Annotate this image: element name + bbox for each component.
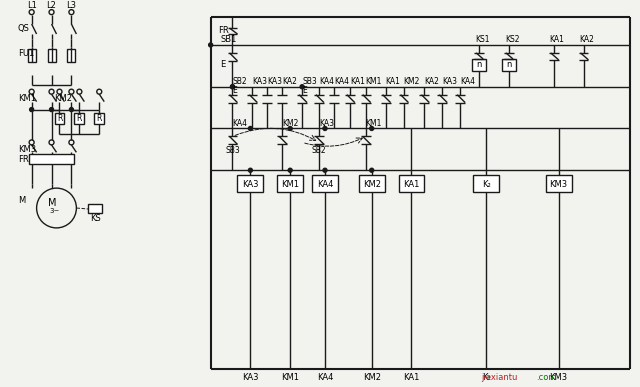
Bar: [502, 59, 516, 71]
Text: SB1: SB1: [221, 36, 237, 45]
Text: .com: .com: [536, 373, 557, 382]
Text: SB3: SB3: [302, 77, 317, 86]
Bar: [359, 175, 385, 192]
Text: R: R: [57, 114, 62, 123]
Bar: [473, 175, 499, 192]
Text: KA3: KA3: [319, 119, 334, 128]
Circle shape: [29, 108, 34, 111]
Text: M: M: [18, 195, 25, 205]
Text: KM2: KM2: [54, 94, 72, 103]
Text: KS: KS: [90, 214, 100, 223]
Text: KA4: KA4: [334, 77, 349, 86]
Text: KM1: KM1: [18, 94, 36, 103]
Text: KA4: KA4: [319, 77, 334, 86]
Bar: [88, 204, 102, 213]
Text: KM1: KM1: [365, 77, 382, 86]
Text: KA4: KA4: [317, 180, 333, 188]
Circle shape: [209, 43, 212, 47]
Circle shape: [300, 85, 304, 89]
Text: L2: L2: [47, 1, 56, 10]
Text: E: E: [302, 86, 307, 95]
Text: KM2: KM2: [282, 119, 299, 128]
Text: KA1: KA1: [550, 36, 564, 45]
Circle shape: [49, 108, 54, 111]
Circle shape: [248, 127, 252, 130]
Text: KA4: KA4: [232, 119, 248, 128]
Text: KM2: KM2: [404, 77, 420, 86]
Text: KS1: KS1: [475, 36, 490, 45]
Text: R: R: [97, 114, 102, 123]
Circle shape: [323, 127, 327, 130]
Bar: [277, 175, 303, 192]
Bar: [67, 49, 76, 62]
Circle shape: [288, 127, 292, 130]
Text: KA2: KA2: [424, 77, 439, 86]
Text: KA2: KA2: [580, 36, 595, 45]
Text: KM3: KM3: [18, 145, 36, 154]
Bar: [399, 175, 424, 192]
Circle shape: [230, 85, 234, 89]
Text: n: n: [476, 60, 482, 69]
Text: KA4: KA4: [460, 77, 476, 86]
Text: KA1: KA1: [350, 77, 365, 86]
Text: KM2: KM2: [363, 180, 381, 188]
Text: KA1: KA1: [386, 77, 401, 86]
Text: E: E: [221, 60, 226, 69]
Bar: [312, 175, 338, 192]
Text: KA4: KA4: [317, 373, 333, 382]
Bar: [546, 175, 572, 192]
Text: KM3: KM3: [550, 373, 568, 382]
Text: KM1: KM1: [365, 119, 382, 128]
Text: KA2: KA2: [282, 77, 297, 86]
Bar: [29, 154, 74, 164]
Text: KA1: KA1: [403, 373, 420, 382]
Text: KA3: KA3: [268, 77, 282, 86]
Text: K₂: K₂: [482, 373, 490, 382]
Circle shape: [69, 108, 74, 111]
Text: jiexiantu: jiexiantu: [481, 373, 517, 382]
Bar: [237, 175, 263, 192]
Circle shape: [323, 168, 327, 172]
Bar: [94, 113, 104, 125]
Text: KA3: KA3: [252, 77, 268, 86]
Text: KM3: KM3: [550, 180, 568, 188]
Text: FR: FR: [219, 26, 229, 34]
Circle shape: [288, 168, 292, 172]
Text: L3: L3: [67, 1, 76, 10]
Text: KM2: KM2: [363, 373, 381, 382]
Bar: [74, 113, 84, 125]
Text: R: R: [77, 114, 82, 123]
Text: FR: FR: [18, 155, 28, 164]
Text: M: M: [48, 198, 57, 208]
Text: KM1: KM1: [281, 373, 299, 382]
Circle shape: [248, 168, 252, 172]
Text: SB3: SB3: [225, 146, 240, 155]
Circle shape: [370, 127, 374, 130]
Circle shape: [370, 168, 374, 172]
Bar: [47, 49, 56, 62]
Text: SB2: SB2: [312, 146, 326, 155]
Text: 3~: 3~: [49, 208, 60, 214]
Text: QS: QS: [18, 24, 29, 33]
Text: KA3: KA3: [242, 373, 259, 382]
Text: E: E: [232, 86, 237, 95]
Text: KS2: KS2: [505, 36, 520, 45]
Circle shape: [230, 85, 234, 89]
Text: n: n: [506, 60, 511, 69]
Text: KA3: KA3: [442, 77, 458, 86]
Text: SB2: SB2: [232, 77, 247, 86]
Text: K₂: K₂: [482, 180, 490, 188]
Text: KA1: KA1: [403, 180, 420, 188]
Text: KA3: KA3: [242, 180, 259, 188]
Text: KM1: KM1: [281, 180, 299, 188]
Text: FU1: FU1: [18, 50, 34, 58]
Bar: [28, 49, 36, 62]
Bar: [472, 59, 486, 71]
Text: L1: L1: [27, 1, 36, 10]
Bar: [54, 113, 65, 125]
